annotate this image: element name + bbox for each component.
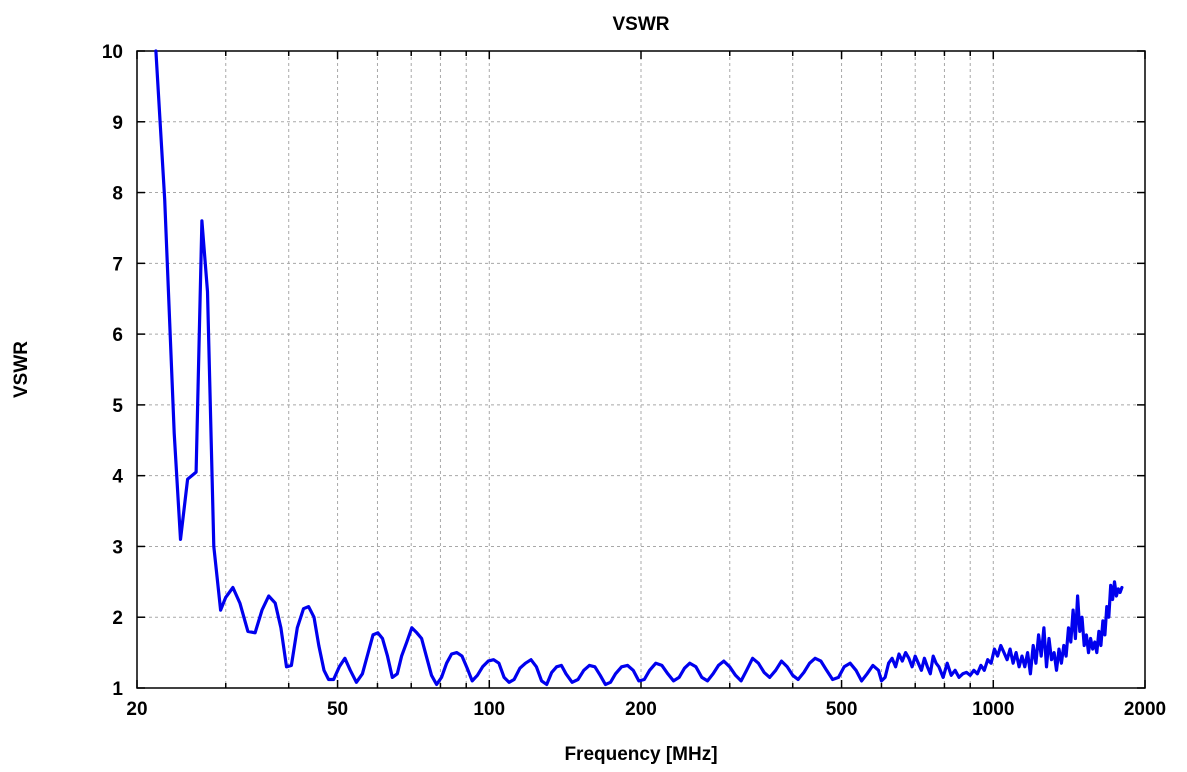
y-tick-label: 8 bbox=[112, 184, 123, 205]
x-tick-label: 50 bbox=[327, 699, 348, 720]
y-tick-label: 7 bbox=[112, 254, 123, 275]
y-tick-label: 10 bbox=[102, 42, 123, 63]
y-tick-label: 3 bbox=[112, 537, 123, 558]
y-tick-label: 1 bbox=[112, 679, 123, 700]
grid-layer bbox=[137, 51, 1145, 688]
x-tick-label: 1000 bbox=[972, 699, 1014, 720]
x-tick-label: 500 bbox=[826, 699, 858, 720]
tick-label-layer: 20 50 100 200 500 1000 2000 1 2 3 4 5 6 7 8 9 10 bbox=[102, 42, 1166, 720]
tick-layer bbox=[136, 50, 1146, 689]
x-tick-label: 20 bbox=[126, 699, 147, 720]
x-tick-label: 200 bbox=[625, 699, 657, 720]
y-tick-label: 6 bbox=[112, 325, 123, 346]
y-tick-label: 2 bbox=[112, 608, 123, 629]
series-layer bbox=[154, 49, 1124, 687]
y-tick-label: 9 bbox=[112, 113, 123, 134]
y-tick-label: 4 bbox=[112, 467, 123, 488]
x-axis-label: Frequency [MHz] bbox=[564, 744, 717, 765]
x-tick-label: 2000 bbox=[1124, 699, 1166, 720]
y-tick-label: 5 bbox=[112, 396, 123, 417]
chart-title: VSWR bbox=[613, 14, 670, 35]
x-tick-label: 100 bbox=[473, 699, 505, 720]
y-axis-label: VSWR bbox=[11, 341, 32, 398]
vswr-series-line bbox=[154, 49, 1124, 687]
